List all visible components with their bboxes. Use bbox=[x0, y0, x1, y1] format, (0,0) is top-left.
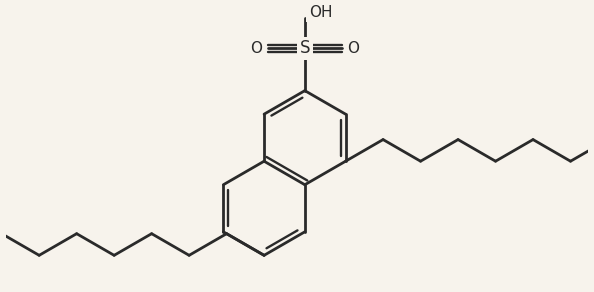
Text: OH: OH bbox=[309, 5, 332, 20]
Text: O: O bbox=[250, 41, 263, 56]
Text: O: O bbox=[347, 41, 359, 56]
Text: S: S bbox=[299, 39, 310, 57]
